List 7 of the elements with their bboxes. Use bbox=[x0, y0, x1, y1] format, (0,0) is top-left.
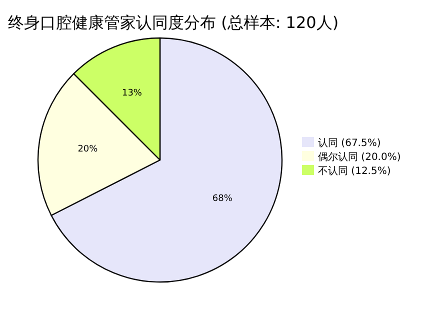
legend-label: 认同 (67.5%) bbox=[318, 137, 381, 149]
data-label: 13% bbox=[122, 88, 142, 98]
legend-label: 偶尔认同 (20.0%) bbox=[318, 151, 401, 163]
data-label: 68% bbox=[212, 194, 233, 204]
legend-label: 不认同 (12.5%) bbox=[318, 165, 391, 177]
data-label: 20% bbox=[78, 144, 98, 155]
chart-title: 终身口腔健康管家认同度分布 (总样本: 120人) bbox=[8, 13, 339, 32]
